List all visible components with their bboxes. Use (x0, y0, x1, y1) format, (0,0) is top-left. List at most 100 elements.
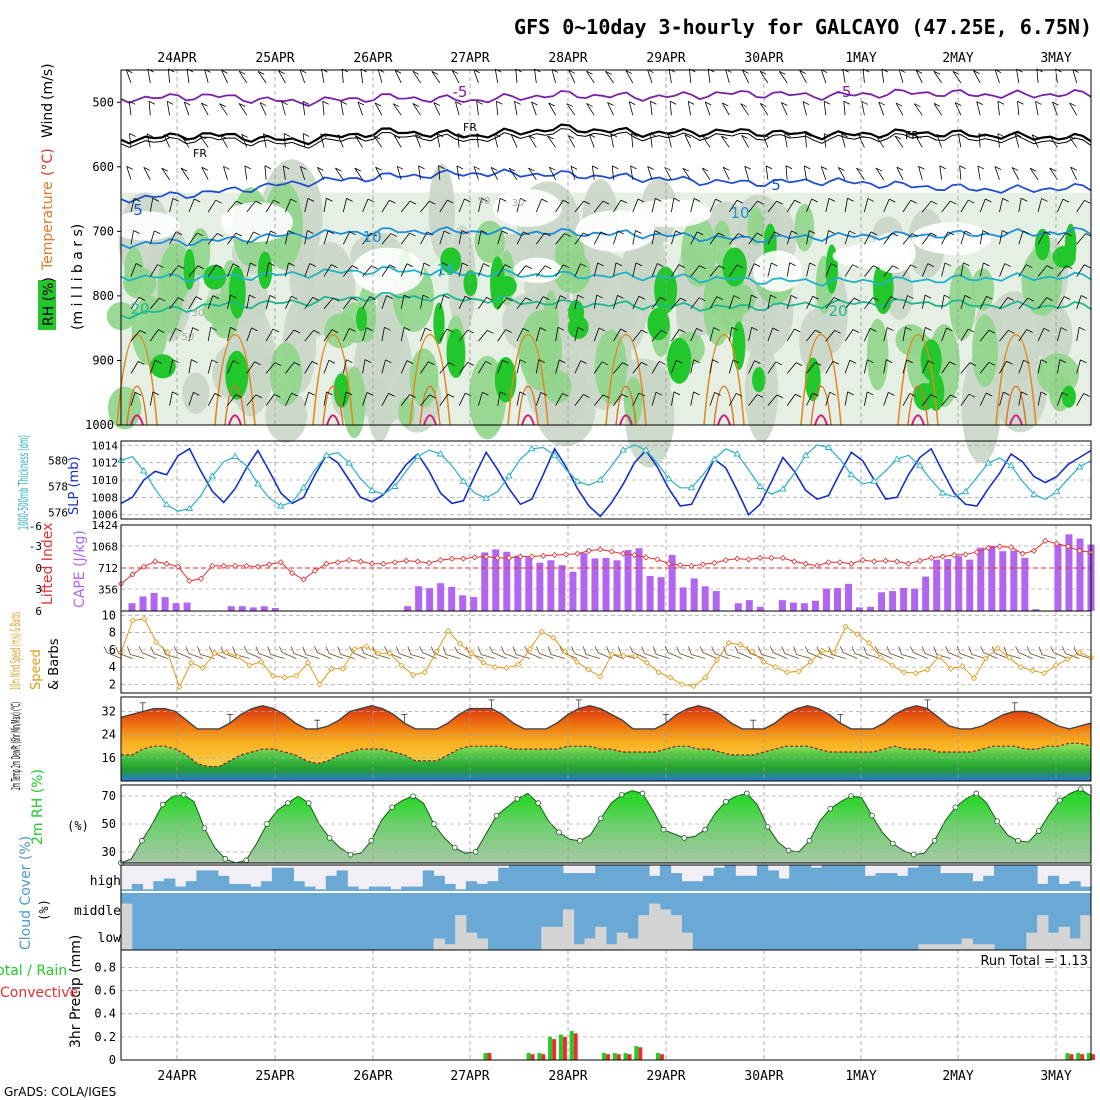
cloud-low-bar (638, 915, 650, 950)
wind-barb-flag (722, 102, 729, 107)
wind-barb (438, 165, 441, 180)
wind-barb (914, 135, 923, 148)
cloud-high-bar (174, 886, 187, 892)
wind-barb-flag (915, 69, 923, 74)
rh-cell (553, 250, 591, 294)
chart-title: GFS 0~10day 3-hourly for GALCAYO (47.25E… (514, 15, 1092, 39)
wind-barb (548, 102, 556, 116)
precip-total-bar (526, 1053, 531, 1060)
thickness-point (368, 486, 376, 493)
wind-barb (180, 167, 190, 180)
wind-barb-flag (243, 646, 248, 653)
wind-barb (778, 71, 788, 84)
wind-barb (199, 135, 209, 148)
cloud-high-bar (422, 870, 435, 892)
wind-barb-flag (1006, 360, 1013, 365)
wind-barb (977, 165, 981, 180)
cloud-high-bar (1004, 865, 1017, 892)
thickness-point (254, 480, 262, 487)
wind-barb (508, 167, 518, 180)
wind-barb-flag (430, 646, 435, 654)
wind-barb (808, 652, 823, 659)
cloud-low-bar (433, 938, 445, 950)
wind-barb-flag (875, 135, 883, 140)
wind-barb (741, 135, 749, 148)
rh-cell (722, 247, 747, 287)
wind-barb-flag (519, 359, 527, 364)
wind-barb (784, 133, 788, 148)
wind-barb-flag (197, 265, 204, 270)
wind-barb (246, 361, 255, 374)
wind-barb (201, 102, 209, 116)
hot-contour (1009, 414, 1023, 426)
tick-label: 1008 (92, 491, 119, 504)
wind-barb (864, 391, 868, 406)
wind-barb (728, 233, 739, 245)
rh-point (702, 826, 708, 833)
wind-barb-flag (969, 362, 977, 366)
lifted-point (414, 558, 421, 565)
wind-barb (262, 133, 267, 148)
rh-cell (269, 342, 302, 406)
thickness-point (185, 504, 194, 512)
wind-barb-flag (238, 103, 246, 107)
cloud-high-bar (724, 865, 736, 892)
wind-barb-flag (312, 296, 319, 301)
wind-barb-flag (500, 646, 505, 654)
wind-barb-flag (290, 198, 297, 203)
cape-bar (878, 592, 886, 611)
wind-point (445, 627, 452, 634)
wind-barb (362, 327, 367, 342)
wind-barb (864, 359, 868, 374)
wind-barb-flag (1063, 296, 1071, 300)
lifted-point (540, 552, 547, 559)
wind-barb (169, 359, 174, 374)
wind-barb-flag (403, 294, 411, 299)
wind-barb (1057, 296, 1065, 310)
cape-bar (459, 595, 467, 611)
warm-contour (409, 333, 451, 426)
wind-barb (650, 101, 653, 116)
cloud-low-bar (616, 932, 629, 950)
wind-barb-flag (756, 394, 764, 398)
wind-barb-flag (852, 329, 860, 333)
thickness-point (459, 477, 468, 484)
temp-contour (120, 128, 1092, 149)
wind-barb-flag (415, 134, 422, 138)
wind-barb-flag (605, 71, 612, 75)
wind-barb (381, 199, 390, 213)
wind-barb (264, 165, 267, 180)
wind-barb-flag (525, 297, 532, 302)
warm-contour (800, 333, 842, 426)
wind-barb-flag (718, 265, 726, 270)
lifted-point (562, 551, 570, 558)
rh-gap (911, 222, 992, 255)
wind-barb (1076, 200, 1085, 213)
wind-barb (780, 102, 788, 116)
wind-barb (497, 230, 503, 245)
wind-barb-flag (523, 231, 530, 236)
wind-barb-flag (251, 327, 258, 332)
wind-barb (759, 103, 769, 116)
wind-barb-flag (888, 392, 895, 396)
wind-barb-flag (217, 233, 224, 237)
cape-bar (492, 549, 500, 611)
wind-barb (439, 199, 448, 213)
wind-barb (539, 653, 554, 659)
cape-bar (481, 552, 489, 611)
tick-label: 500 (92, 95, 114, 109)
wind-barb-flag (465, 295, 472, 300)
cloud-high-bar (196, 870, 208, 892)
cloud-high-bar (509, 865, 521, 892)
wind-barb-flag (436, 133, 444, 138)
wind-barb (420, 327, 426, 342)
cloud-high-bar (853, 865, 866, 892)
wind-barb-flag (314, 646, 318, 653)
wind-barb-flag (687, 646, 692, 655)
wind-barb (785, 165, 788, 180)
cloud-high-bar (487, 881, 499, 892)
wind-barb-flag (467, 329, 474, 334)
tick-label: 1014 (92, 439, 119, 452)
wind-barb (690, 359, 695, 374)
rh-point (535, 800, 542, 806)
